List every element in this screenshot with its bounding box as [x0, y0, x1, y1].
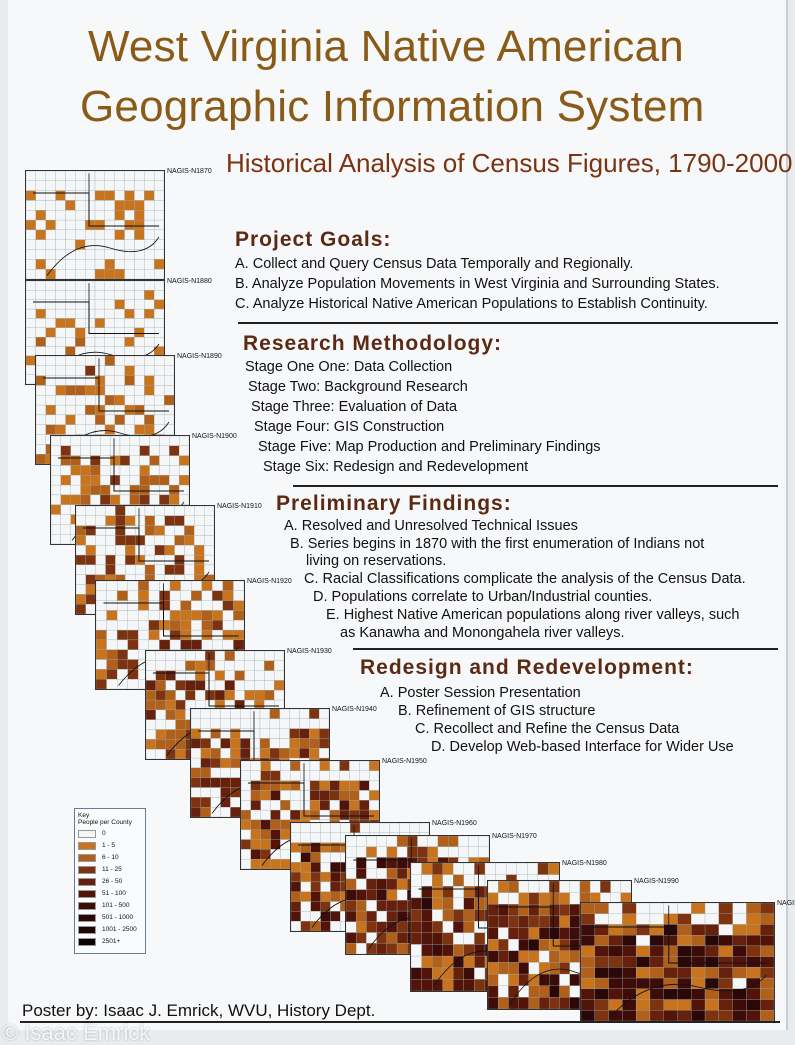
key-row: 101 - 500 — [78, 901, 142, 910]
divider — [353, 648, 778, 650]
redesign-item: A. Poster Session Presentation — [380, 685, 581, 701]
key-row: 501 - 1000 — [78, 913, 142, 922]
divider — [293, 485, 778, 487]
key-swatch — [78, 937, 96, 946]
divider — [20, 1021, 780, 1023]
finding-item: C. Racial Classifications complicate the… — [304, 571, 746, 587]
findings-heading: Preliminary Findings: — [276, 492, 512, 515]
key-row: 0 — [78, 829, 142, 838]
poster: West Virginia Native American Geographic… — [8, 0, 795, 1030]
key-label: 0 — [102, 830, 106, 837]
map-label: NAGIS-N1950 — [382, 758, 427, 765]
map-label: NAGIS-N1930 — [287, 648, 332, 655]
methodology-heading: Research Methodology: — [243, 332, 503, 355]
map-label: NAGIS-N1900 — [192, 433, 237, 440]
map-label: NAGIS-N1890 — [177, 353, 222, 360]
census-map — [240, 760, 380, 870]
key-label: 1001 - 2500 — [102, 926, 137, 933]
goal-item: A. Collect and Query Census Data Tempora… — [235, 256, 634, 272]
method-item: Stage Five: Map Production and Prelimina… — [258, 439, 601, 455]
method-item: Stage Six: Redesign and Redevelopment — [263, 459, 529, 475]
map-label: NAGIS-N1980 — [562, 860, 607, 867]
census-map — [25, 170, 165, 280]
redesign-item: B. Refinement of GIS structure — [398, 703, 596, 719]
key-row: 1001 - 2500 — [78, 925, 142, 934]
finding-item: as Kanawha and Monongahela river valleys… — [340, 625, 625, 641]
map-label: NAGIS-N1880 — [167, 278, 212, 285]
map-label: NAGIS-N2000 — [777, 900, 795, 907]
key-swatch — [78, 829, 96, 838]
key-swatch — [78, 853, 96, 862]
method-item: Stage Four: GIS Construction — [254, 419, 445, 435]
key-label: 2501+ — [102, 938, 121, 945]
key-label: 51 - 100 — [102, 890, 126, 897]
key-label: 101 - 500 — [102, 902, 130, 909]
key-label: 1 - 5 — [102, 842, 116, 849]
map-label: NAGIS-N1970 — [492, 833, 537, 840]
key-swatch — [78, 901, 96, 910]
key-subtitle: People per County — [78, 819, 132, 826]
redesign-item: D. Develop Web-based Interface for Wider… — [431, 739, 734, 755]
title-line-2: Geographic Information System — [80, 82, 705, 131]
goal-item: C. Analyze Historical Native American Po… — [235, 296, 708, 312]
key-title: Key — [78, 812, 90, 819]
key-row: 51 - 100 — [78, 889, 142, 898]
map-graphic — [25, 170, 165, 280]
map-label: NAGIS-N1940 — [332, 706, 377, 713]
method-item: Stage Three: Evaluation of Data — [251, 399, 458, 415]
key-row: 1 - 5 — [78, 841, 142, 850]
redesign-heading: Redesign and Redevelopment: — [360, 656, 694, 679]
divider — [238, 322, 778, 324]
census-map — [95, 580, 245, 690]
goals-heading: Project Goals: — [235, 228, 392, 251]
map-label: NAGIS-N1960 — [432, 820, 477, 827]
method-item: Stage One One: Data Collection — [245, 359, 453, 375]
map-key: Key People per County 0 1 - 5 6 - 10 11 - 2… — [74, 808, 146, 954]
census-map — [580, 902, 775, 1022]
map-label: NAGIS-N1870 — [167, 168, 212, 175]
key-swatch — [78, 877, 96, 886]
key-label: 26 - 50 — [102, 878, 123, 885]
key-row: 11 - 25 — [78, 865, 142, 874]
redesign-item: C. Recollect and Refine the Census Data — [415, 721, 680, 737]
key-swatch — [78, 865, 96, 874]
map-graphic — [95, 580, 245, 690]
key-row: 26 - 50 — [78, 877, 142, 886]
census-map — [35, 355, 175, 465]
finding-item: E. Highest Native American populations a… — [326, 607, 740, 623]
census-map — [50, 435, 190, 545]
key-row: 2501+ — [78, 937, 142, 946]
key-label: 11 - 25 — [102, 866, 122, 873]
finding-item: A. Resolved and Unresolved Technical Iss… — [284, 518, 578, 534]
subtitle: Historical Analysis of Census Figures, 1… — [226, 148, 793, 178]
map-graphic — [580, 902, 775, 1022]
key-swatch — [78, 913, 96, 922]
finding-item: living on reservations. — [306, 553, 447, 569]
method-item: Stage Two: Background Research — [248, 379, 468, 395]
key-row: 6 - 10 — [78, 853, 142, 862]
finding-item: B. Series begins in 1870 with the first … — [290, 536, 705, 552]
finding-item: D. Populations correlate to Urban/Indust… — [313, 589, 653, 605]
poster-credit: Poster by: Isaac J. Emrick, WVU, History… — [22, 1001, 376, 1020]
key-swatch — [78, 889, 96, 898]
key-swatch — [78, 841, 96, 850]
key-label: 501 - 1000 — [102, 914, 134, 921]
map-label: NAGIS-N1920 — [247, 578, 292, 585]
watermark: © Isaac Emrick — [2, 1020, 151, 1045]
key-label: 6 - 10 — [102, 854, 119, 861]
goal-item: B. Analyze Population Movements in West … — [235, 276, 720, 292]
map-label: NAGIS-N1910 — [217, 503, 262, 510]
map-label: NAGIS-N1990 — [634, 878, 679, 885]
key-swatch — [78, 925, 96, 934]
title-line-1: West Virginia Native American — [88, 22, 684, 71]
